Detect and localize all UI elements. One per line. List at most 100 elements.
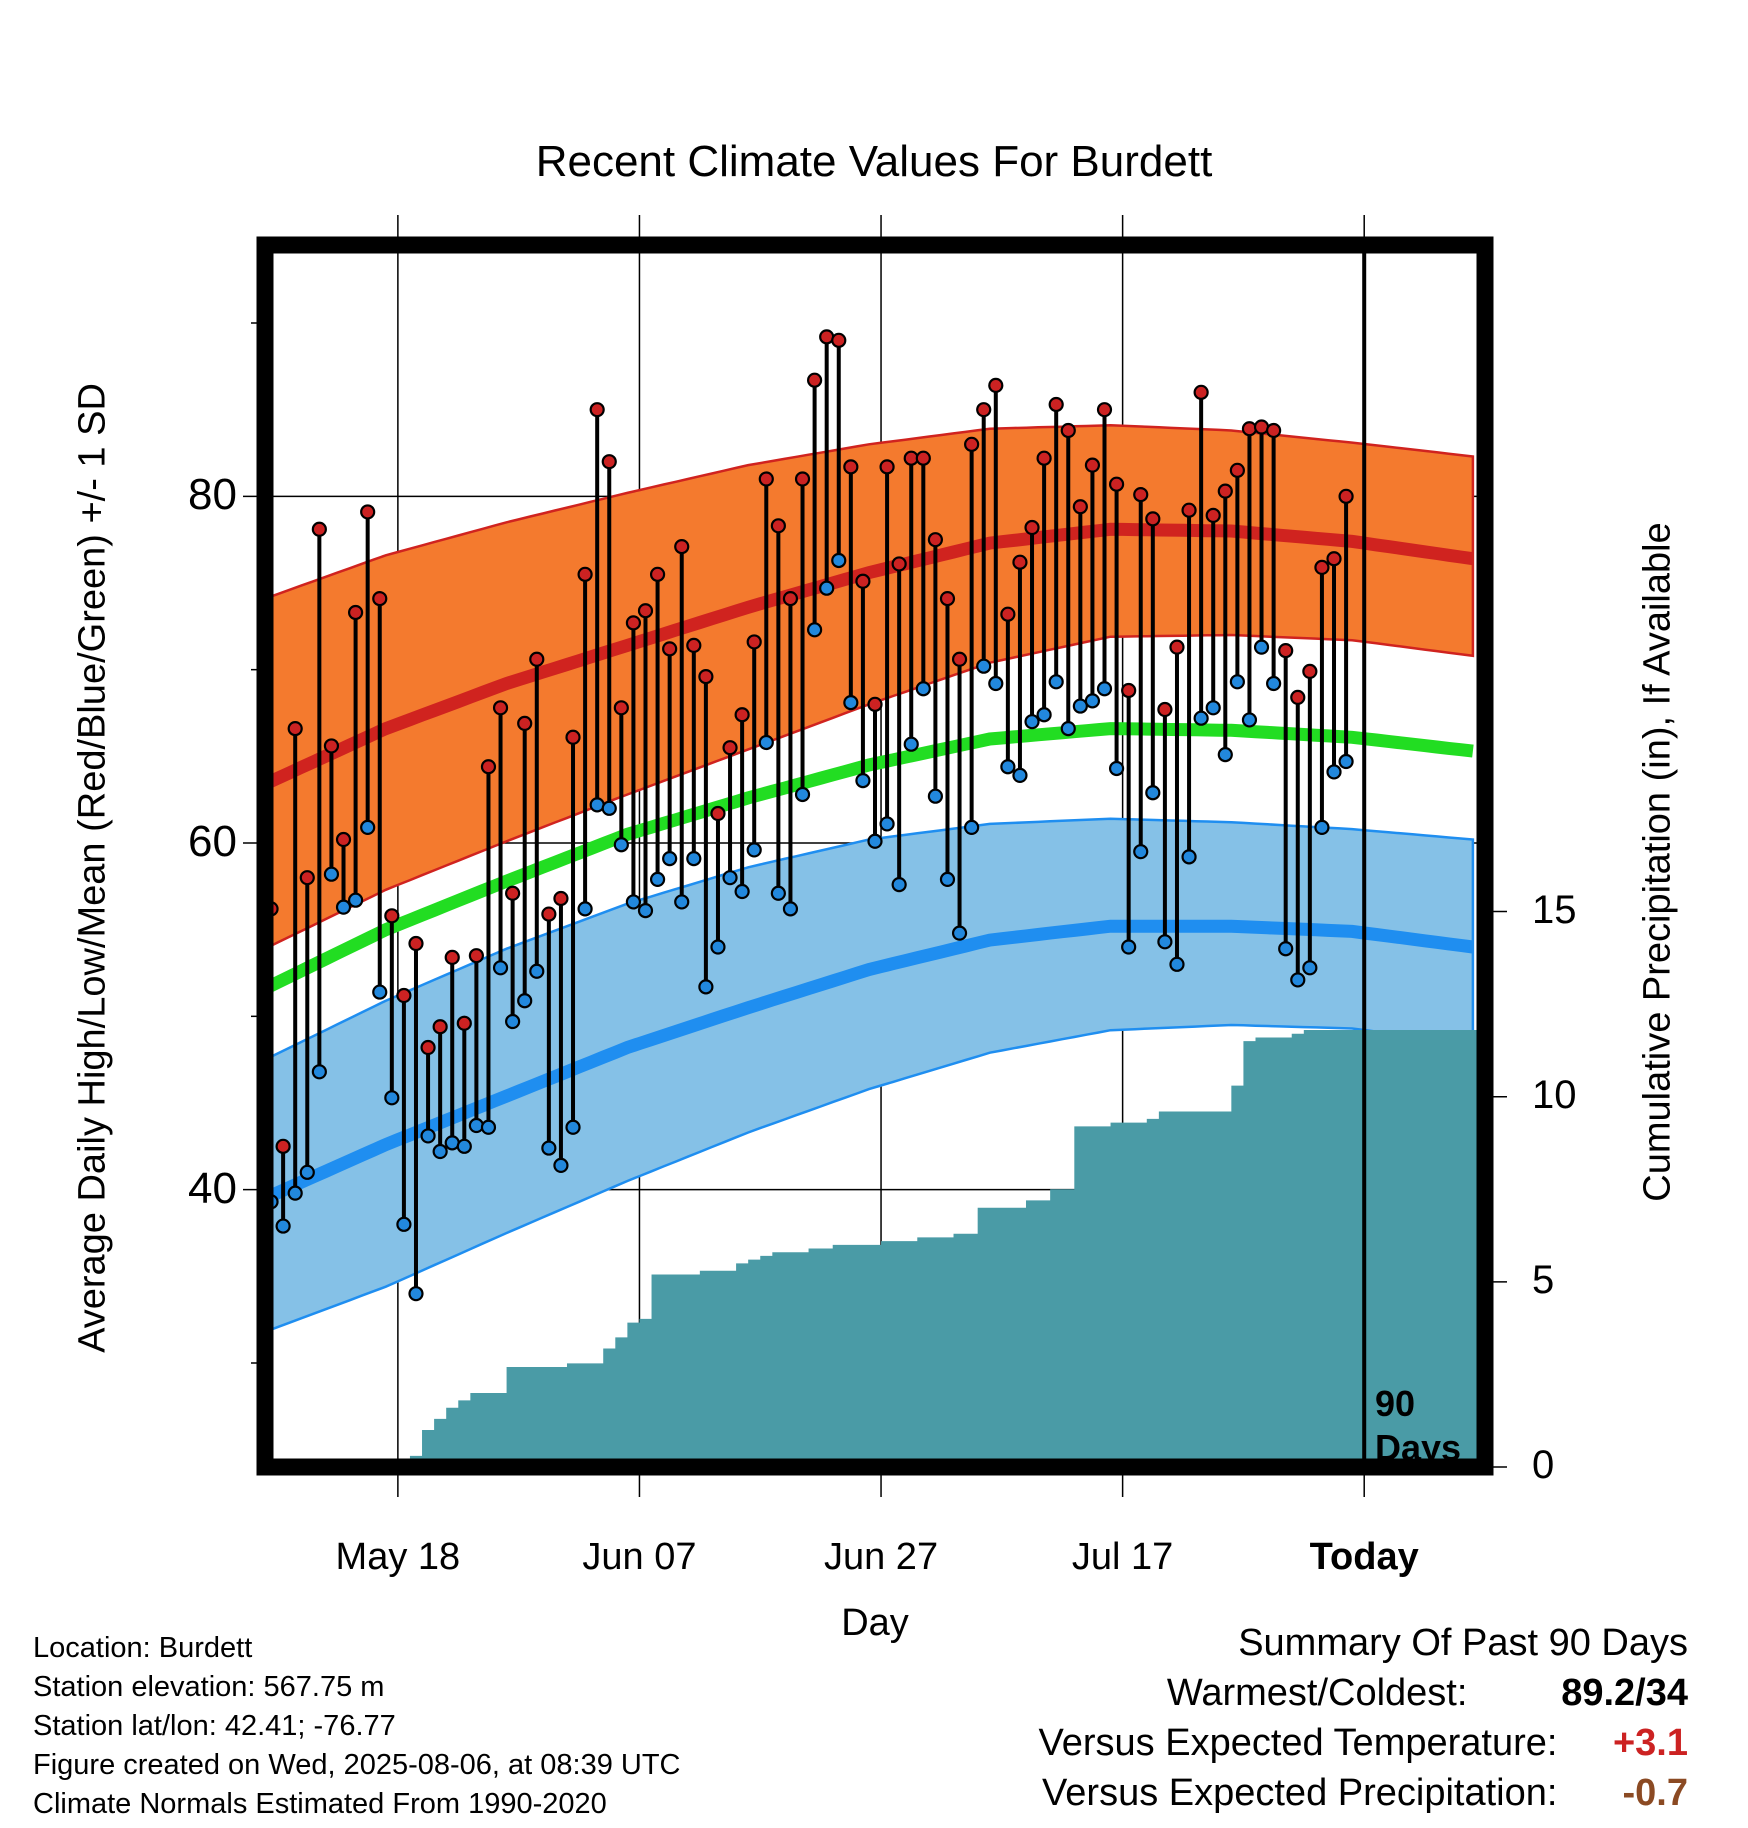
- low-temp-point: [420, 1128, 436, 1144]
- summary-precip-row: Versus Expected Precipitation: -0.7: [1042, 1772, 1688, 1815]
- low-temp-point: [384, 1090, 400, 1106]
- low-temp-point: [976, 658, 992, 674]
- today-marker-label-top: 90: [1375, 1383, 1416, 1424]
- low-temp-point: [782, 901, 799, 917]
- low-temp-point: [505, 1013, 521, 1030]
- info-elevation: Station elevation: 567.75 m: [33, 1671, 385, 1703]
- x-tick-label: Jun 07: [582, 1536, 697, 1578]
- low-temp-point: [625, 894, 642, 910]
- high-temp-point: [517, 715, 533, 732]
- high-temp-point: [976, 402, 992, 418]
- low-temp-point: [710, 939, 726, 955]
- high-temp-point: [1072, 499, 1088, 515]
- low-temp-point: [1326, 764, 1342, 780]
- x-tick-label: May 18: [335, 1536, 461, 1578]
- low-temp-point: [492, 960, 509, 976]
- high-temp-point: [1084, 457, 1101, 473]
- low-temp-point: [444, 1135, 460, 1151]
- low-temp-point: [1133, 844, 1149, 860]
- high-temp-point: [625, 615, 642, 631]
- low-temp-point: [988, 675, 1004, 692]
- low-temp-point: [722, 870, 738, 886]
- low-temp-point: [1241, 712, 1258, 728]
- high-temp-point: [311, 521, 327, 537]
- low-temp-point: [396, 1216, 412, 1232]
- summary-warmest-value: 89.2/34: [1561, 1672, 1688, 1714]
- low-temp-point: [1314, 819, 1330, 836]
- low-temp-point: [674, 894, 690, 910]
- high-temp-point: [964, 436, 980, 452]
- high-temp-point: [1290, 689, 1306, 706]
- low-temp-point: [903, 736, 919, 752]
- high-temp-point: [1145, 511, 1161, 527]
- high-temp-point: [396, 987, 412, 1004]
- low-temp-point: [794, 786, 811, 803]
- high-temp-point: [637, 603, 654, 619]
- high-temp-point: [879, 459, 895, 475]
- summary-warmest-label: Warmest/Coldest:: [1166, 1672, 1468, 1714]
- plot-border: [256, 236, 1494, 1476]
- high-temp-point: [1266, 422, 1282, 439]
- low-temp-point: [1290, 972, 1306, 988]
- high-temp-point: [347, 604, 364, 621]
- high-temp-point: [1024, 519, 1040, 536]
- low-temp-point: [1217, 746, 1233, 763]
- high-temp-point: [468, 948, 484, 964]
- low-temp-point: [601, 800, 617, 816]
- high-temp-point: [855, 573, 871, 589]
- x-tick-label: Today: [1309, 1536, 1419, 1578]
- low-temp-point: [915, 681, 931, 697]
- high-temp-point: [1241, 421, 1258, 437]
- low-temp-point: [1253, 639, 1270, 655]
- summary-temp-row: Versus Expected Temperature: +3.1: [1039, 1722, 1688, 1765]
- y2-axis-label: Cumulative Precipitation (in), If Availa…: [1636, 522, 1679, 1202]
- summary-precip-value: -0.7: [1622, 1772, 1688, 1814]
- low-temp-point: [1012, 767, 1028, 784]
- low-temp-point: [456, 1138, 472, 1154]
- low-temp-point: [468, 1117, 484, 1134]
- low-temp-point: [819, 580, 835, 596]
- low-temp-point: [855, 772, 871, 789]
- low-temp-point: [1060, 720, 1076, 737]
- low-temp-point: [1072, 698, 1088, 714]
- low-temp-point: [432, 1143, 448, 1160]
- x-axis-label: Day: [841, 1602, 909, 1644]
- low-temp-point: [1048, 674, 1064, 690]
- high-temp-point: [613, 700, 629, 716]
- high-temp-point: [601, 454, 617, 470]
- high-temp-point: [1229, 462, 1245, 478]
- high-temp-point: [360, 504, 376, 520]
- high-temp-point: [577, 566, 593, 582]
- high-temp-point: [492, 700, 509, 716]
- high-temp-point: [915, 450, 931, 466]
- mean-normal-line: [262, 722, 1474, 995]
- y-tick-label: 40: [188, 1163, 237, 1213]
- high-temp-point: [589, 402, 605, 418]
- low-temp-point: [1000, 759, 1016, 775]
- daily-points: [263, 329, 1354, 1302]
- low-temp-point: [1108, 760, 1125, 777]
- info-created: Figure created on Wed, 2025-08-06, at 08…: [33, 1749, 681, 1781]
- high-temp-point: [444, 949, 460, 966]
- high-temp-point: [275, 1138, 291, 1154]
- high-temp-point: [529, 651, 545, 667]
- high-temp-point: [951, 651, 968, 667]
- plot-frame: [256, 236, 1494, 1476]
- low-temp-point: [649, 871, 666, 888]
- high-temp-point: [1278, 642, 1294, 659]
- y-tick-label: 80: [188, 470, 237, 520]
- low-temp-point: [1278, 941, 1294, 957]
- high-temp-point: [1314, 559, 1330, 576]
- low-temp-point: [287, 1185, 303, 1201]
- info-normals: Climate Normals Estimated From 1990-2020: [33, 1788, 607, 1820]
- low-temp-point: [831, 552, 847, 569]
- high-temp-point: [408, 935, 424, 952]
- high-temp-point: [710, 805, 726, 822]
- x-tick-label: Jun 27: [823, 1536, 939, 1578]
- low-temp-point: [1266, 675, 1282, 692]
- summary-temp-value: +3.1: [1612, 1722, 1688, 1764]
- summary-precip-label: Versus Expected Precipitation:: [1042, 1772, 1558, 1814]
- high-temp-point: [1181, 502, 1197, 518]
- low-temp-point: [1181, 849, 1197, 865]
- daily-range-stems: [269, 336, 1349, 1294]
